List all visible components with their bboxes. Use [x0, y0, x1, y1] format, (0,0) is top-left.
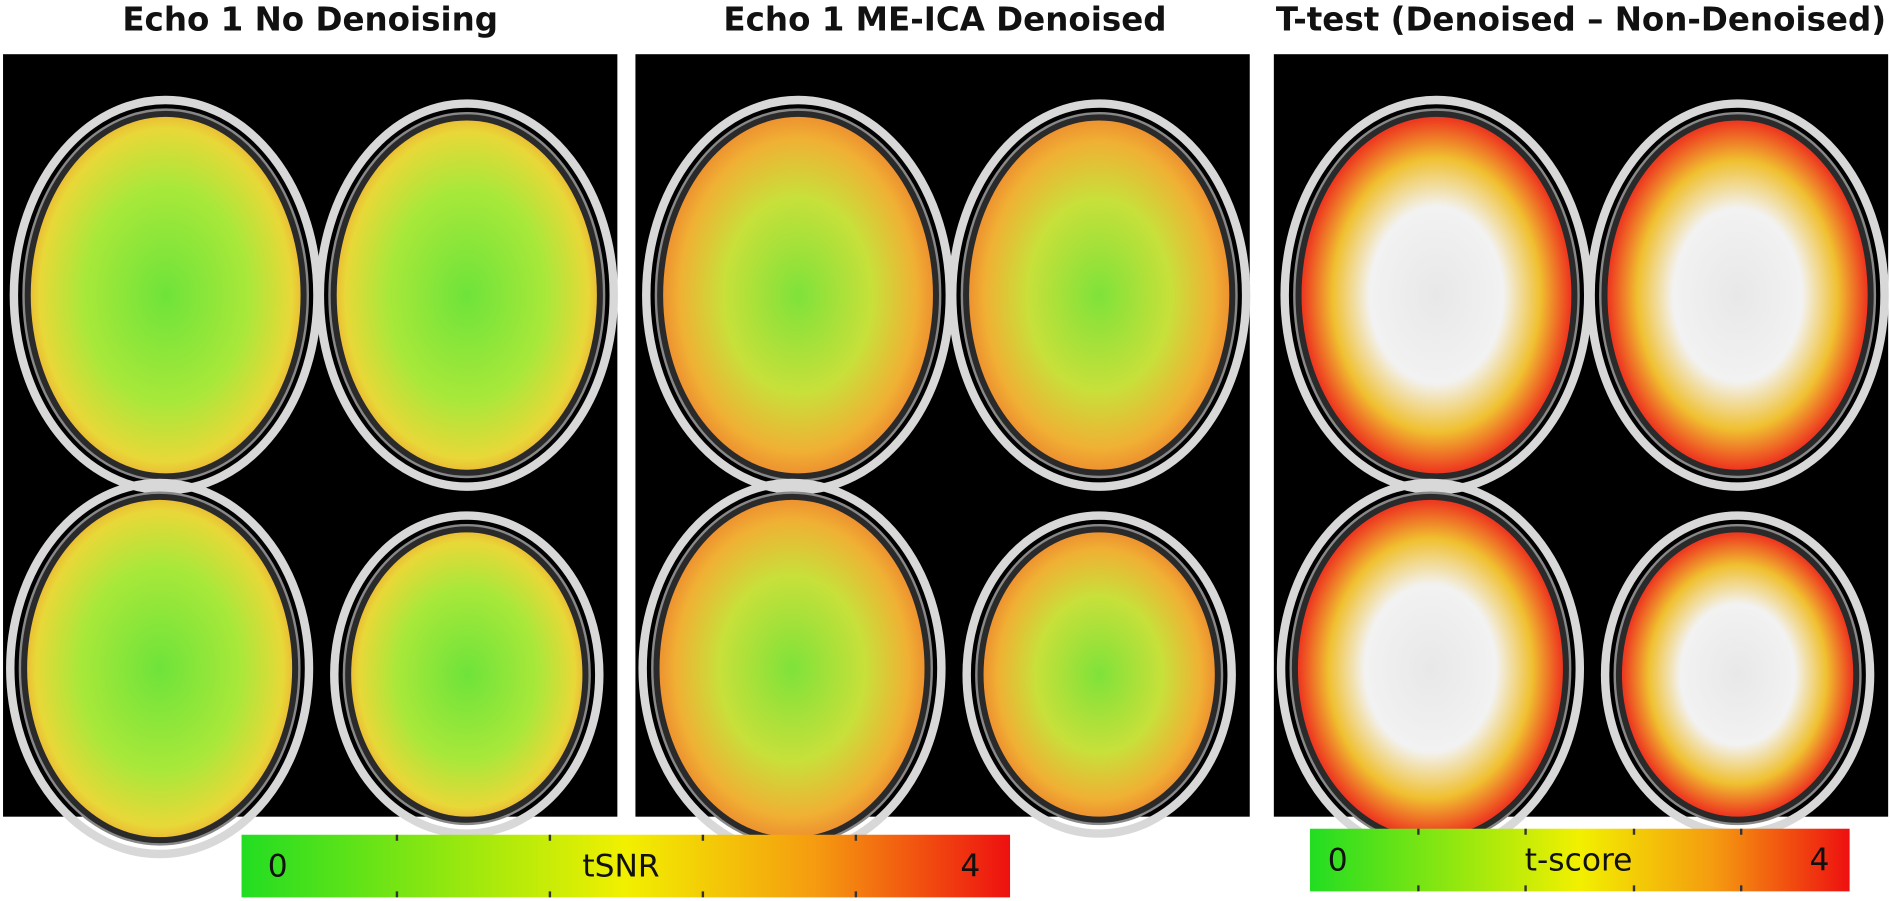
skull	[6, 478, 314, 859]
panel-title: Echo 1 No Denoising	[122, 1, 498, 39]
brain-slice	[6, 478, 314, 859]
colorbar: 0 t-score 4	[1309, 828, 1850, 892]
colorbar-ticks	[1417, 828, 1743, 892]
brain-map	[983, 532, 1215, 817]
brain-map	[30, 116, 301, 474]
skull	[315, 99, 618, 491]
colorbar-gradient	[1309, 828, 1850, 892]
panel-title: T-test (Denoised – Non-Denoised)	[1276, 1, 1886, 39]
brain-map	[336, 120, 597, 470]
skull	[962, 511, 1236, 838]
brain-slice	[1276, 478, 1585, 859]
brain-map	[1621, 532, 1854, 817]
skull	[330, 511, 604, 838]
brain-map	[1297, 499, 1563, 838]
colorbar-max: 4	[960, 848, 980, 884]
brain-slice	[1600, 511, 1875, 838]
brain-panel	[1273, 54, 1889, 859]
brain-map	[663, 116, 933, 474]
skull	[1586, 99, 1889, 491]
brain-map	[351, 532, 583, 817]
brain-panel	[635, 54, 1251, 859]
colorbar-label: tSNR	[582, 848, 659, 884]
colorbar: 0 tSNR 4	[241, 834, 1011, 898]
colorbar-max: 4	[1810, 842, 1830, 878]
skull	[948, 99, 1251, 491]
brain-slice	[638, 478, 946, 859]
brain-map	[1607, 120, 1868, 470]
brain-slice	[962, 511, 1236, 838]
brain-map	[1301, 116, 1572, 474]
brain-slice	[9, 95, 322, 495]
colorbar-label: t-score	[1525, 842, 1633, 878]
brain-slice	[1280, 95, 1593, 495]
brain-slice	[948, 99, 1251, 491]
colorbar-ticks	[395, 834, 858, 898]
brain-map	[27, 499, 293, 838]
brain-slice	[642, 95, 955, 495]
brain-slice	[1586, 99, 1889, 491]
colorbar-gradient	[241, 834, 1011, 898]
colorbar-min: 0	[268, 848, 288, 884]
brain-map	[659, 499, 925, 838]
brain-panel	[3, 54, 618, 859]
brain-slice	[330, 511, 604, 838]
panel-title: Echo 1 ME-ICA Denoised	[723, 1, 1166, 39]
brain-slice	[315, 99, 618, 491]
brain-map	[969, 120, 1230, 470]
colorbar-min: 0	[1328, 842, 1348, 878]
